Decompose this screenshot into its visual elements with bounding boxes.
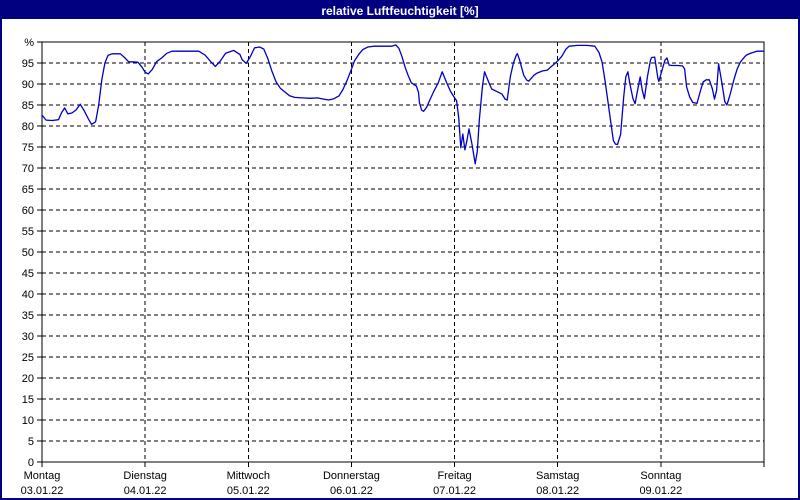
y-tick-label: 65 <box>22 184 34 196</box>
chart-title: relative Luftfeuchtigkeit [%] <box>321 3 479 18</box>
x-tick-date: 06.01.22 <box>330 485 373 497</box>
y-tick-label: 50 <box>22 247 34 259</box>
x-tick-day: Mittwoch <box>227 470 270 482</box>
x-tick-date: 04.01.22 <box>124 485 167 497</box>
y-tick-label: 90 <box>22 79 34 91</box>
humidity-line <box>41 44 765 165</box>
y-tick-label: 20 <box>22 373 34 385</box>
gridlines <box>42 42 764 462</box>
y-tick-label: 95 <box>22 58 34 70</box>
y-tick-label: 40 <box>22 289 34 301</box>
x-tick-day: Montag <box>24 470 61 482</box>
x-axis: Montag 03.01.22 Dienstag 04.01.22 Mittwoch 05… <box>21 462 765 497</box>
y-tick-label: 35 <box>22 310 34 322</box>
y-tick-label: % <box>24 37 34 49</box>
x-tick-day: Dienstag <box>123 470 166 482</box>
x-tick-day: Donnerstag <box>323 470 380 482</box>
y-tick-label: 55 <box>22 226 34 238</box>
y-tick-label: 75 <box>22 142 34 154</box>
y-tick-label: 70 <box>22 163 34 175</box>
title-bar: relative Luftfeuchtigkeit [%] <box>2 2 798 19</box>
y-tick-label: 15 <box>22 394 34 406</box>
y-tick-label: 25 <box>22 352 34 364</box>
y-tick-label: 5 <box>28 436 34 448</box>
y-tick-label: 45 <box>22 268 34 280</box>
x-tick-day: Samstag <box>536 470 579 482</box>
x-tick-date: 05.01.22 <box>227 485 270 497</box>
x-tick-date: 09.01.22 <box>639 485 682 497</box>
y-tick-label: 85 <box>22 100 34 112</box>
x-tick-date: 07.01.22 <box>433 485 476 497</box>
x-tick-day: Sonntag <box>640 470 681 482</box>
y-tick-label: 0 <box>28 457 34 469</box>
x-tick-date: 03.01.22 <box>21 485 64 497</box>
x-tick-date: 08.01.22 <box>536 485 579 497</box>
y-tick-label: 80 <box>22 121 34 133</box>
y-tick-label: 10 <box>22 415 34 427</box>
x-tick-day: Freitag <box>437 470 471 482</box>
y-tick-label: 60 <box>22 205 34 217</box>
y-tick-label: 30 <box>22 331 34 343</box>
